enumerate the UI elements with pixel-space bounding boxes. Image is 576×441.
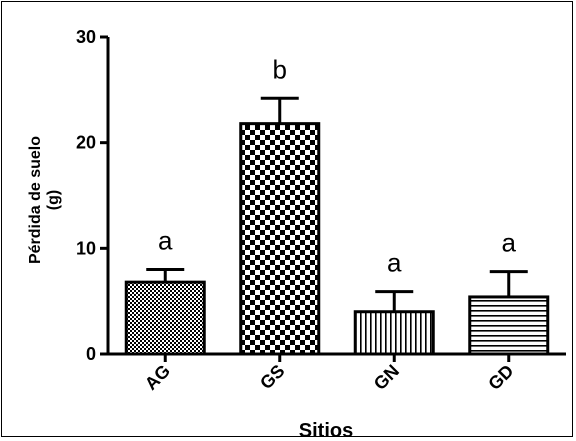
y-tick-label: 30 [76,27,96,47]
y-tick-label: 0 [86,344,96,364]
x-tick-label: GN [370,361,403,394]
y-axis-title-line1: Pérdida de suelo [27,136,44,264]
plot-area: 0 10 20 30 a AG b GS a GN a GD [76,27,566,394]
bar-gd [468,295,550,356]
x-axis-title: Sitios [299,420,353,441]
significance-letter: a [502,228,517,258]
bar-gn [353,310,435,356]
y-axis-title-line2: (g) [45,190,62,210]
y-tick-label: 20 [76,133,96,153]
x-tick-label: GS [256,361,289,394]
significance-letter: a [158,225,173,255]
significance-letter: b [273,54,287,84]
significance-letter: a [387,248,402,278]
y-tick-label: 10 [76,238,96,258]
bar-ag [124,280,206,356]
x-tick-label: AG [141,361,174,394]
x-tick-label: GD [484,361,517,394]
bar-gs [239,122,321,356]
